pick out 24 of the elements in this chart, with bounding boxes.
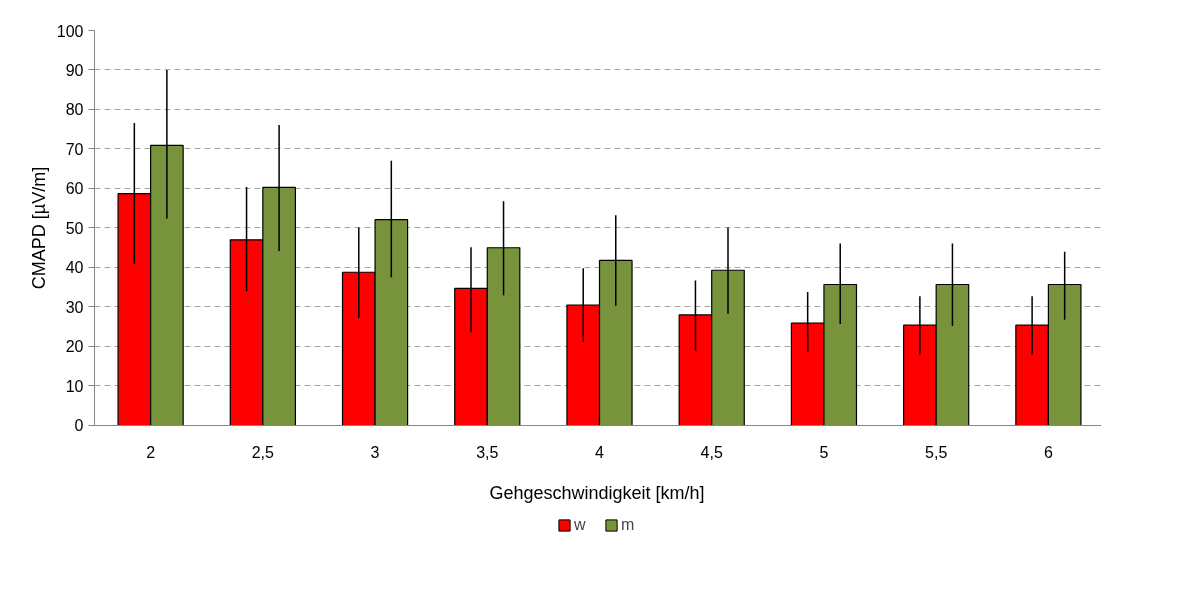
y-tick-label: 20 — [65, 338, 84, 356]
legend-label: m — [621, 516, 636, 534]
x-tick-label: 6 — [1043, 443, 1053, 461]
x-tick-label: 5,5 — [925, 443, 948, 461]
x-tick-label: 4,5 — [700, 443, 723, 461]
y-tick-label: 70 — [65, 141, 84, 158]
x-tick-label: 2,5 — [251, 443, 275, 461]
x-tick-label: 4 — [595, 443, 605, 461]
x-tick-label: 2 — [146, 443, 156, 461]
x-tick-label: 5 — [819, 443, 829, 461]
legend-label: w — [574, 516, 587, 534]
y-axis-title: CMAPD [µV/m] — [28, 166, 49, 290]
x-tick-label: 3 — [370, 443, 380, 461]
y-tick-label: 10 — [65, 378, 84, 395]
y-tick-label: 30 — [65, 299, 84, 316]
y-tick-label: 90 — [65, 62, 84, 79]
y-tick-label: 50 — [65, 220, 84, 237]
y-tick-label: 0 — [74, 417, 84, 435]
y-tick-label: 80 — [65, 101, 84, 119]
y-tick-label: 100 — [56, 22, 84, 40]
x-axis-title: Gehgeschwindigkeit [km/h] — [489, 482, 705, 503]
y-tick-label: 60 — [65, 180, 84, 198]
x-tick-label: 3,5 — [476, 443, 499, 461]
y-tick-label: 40 — [65, 259, 84, 277]
